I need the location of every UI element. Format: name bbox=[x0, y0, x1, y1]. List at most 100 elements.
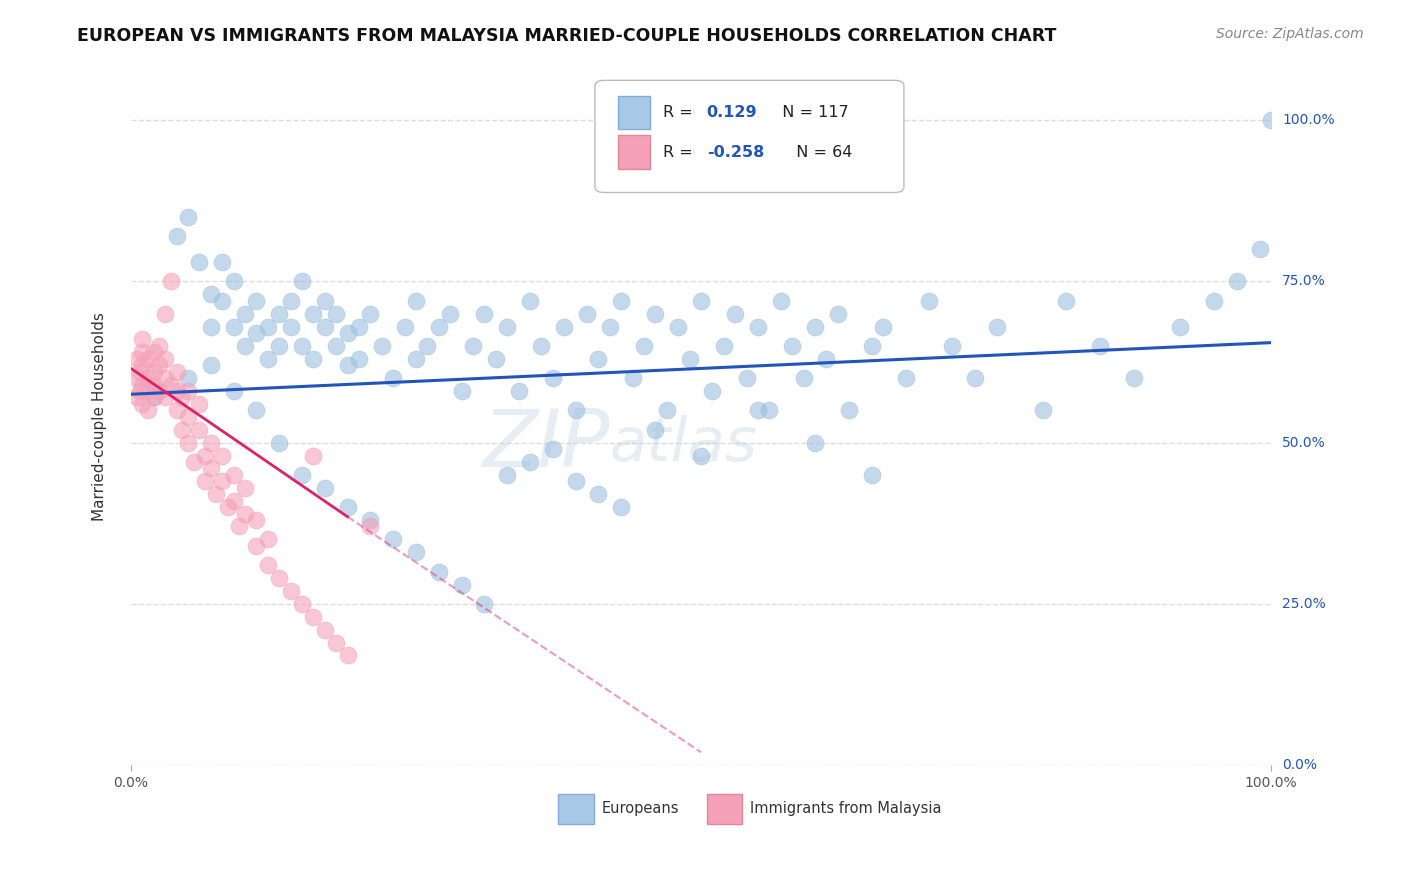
Point bbox=[291, 597, 314, 611]
Point bbox=[690, 449, 713, 463]
Point bbox=[166, 403, 188, 417]
Point bbox=[793, 371, 815, 385]
Point bbox=[610, 500, 633, 515]
Point bbox=[427, 319, 450, 334]
Point bbox=[142, 391, 165, 405]
Point bbox=[485, 351, 508, 366]
Point bbox=[302, 609, 325, 624]
Point bbox=[1249, 242, 1271, 256]
Point bbox=[678, 351, 700, 366]
Point bbox=[472, 307, 495, 321]
Point bbox=[183, 455, 205, 469]
Point bbox=[200, 435, 222, 450]
Point bbox=[359, 519, 381, 533]
Point bbox=[131, 345, 153, 359]
Point bbox=[1054, 293, 1077, 308]
Point bbox=[148, 339, 170, 353]
Point bbox=[314, 481, 336, 495]
Point bbox=[508, 384, 530, 398]
Text: EUROPEAN VS IMMIGRANTS FROM MALAYSIA MARRIED-COUPLE HOUSEHOLDS CORRELATION CHART: EUROPEAN VS IMMIGRANTS FROM MALAYSIA MAR… bbox=[77, 27, 1057, 45]
Point bbox=[769, 293, 792, 308]
Point bbox=[245, 326, 267, 340]
Point bbox=[496, 319, 519, 334]
Point bbox=[405, 545, 427, 559]
Point bbox=[194, 475, 217, 489]
Point bbox=[233, 481, 256, 495]
Point bbox=[222, 319, 245, 334]
Point bbox=[256, 558, 278, 573]
Point bbox=[394, 319, 416, 334]
Point bbox=[269, 571, 291, 585]
Point bbox=[314, 623, 336, 637]
Point bbox=[131, 377, 153, 392]
Point bbox=[633, 339, 655, 353]
Point bbox=[610, 293, 633, 308]
Point bbox=[136, 384, 159, 398]
Point bbox=[1168, 319, 1191, 334]
Text: -0.258: -0.258 bbox=[707, 145, 763, 160]
Point bbox=[1088, 339, 1111, 353]
Text: 0.129: 0.129 bbox=[707, 105, 758, 120]
FancyBboxPatch shape bbox=[707, 794, 742, 824]
Point bbox=[188, 423, 211, 437]
Point bbox=[269, 339, 291, 353]
Point bbox=[125, 351, 148, 366]
Point bbox=[172, 423, 194, 437]
Point bbox=[188, 397, 211, 411]
Point bbox=[166, 229, 188, 244]
Point bbox=[200, 319, 222, 334]
Point bbox=[427, 565, 450, 579]
Point bbox=[256, 351, 278, 366]
Point bbox=[860, 467, 883, 482]
Point bbox=[519, 293, 541, 308]
Text: N = 117: N = 117 bbox=[772, 105, 848, 120]
Point bbox=[896, 371, 918, 385]
Point bbox=[405, 293, 427, 308]
Point bbox=[200, 461, 222, 475]
Point bbox=[439, 307, 461, 321]
Point bbox=[142, 345, 165, 359]
Point bbox=[172, 391, 194, 405]
Point bbox=[200, 358, 222, 372]
Point bbox=[325, 635, 347, 649]
Point bbox=[142, 377, 165, 392]
Point bbox=[269, 307, 291, 321]
Point bbox=[188, 255, 211, 269]
Point bbox=[136, 371, 159, 385]
Point bbox=[205, 487, 228, 501]
Point bbox=[336, 326, 359, 340]
Point bbox=[245, 539, 267, 553]
Point bbox=[211, 293, 233, 308]
Point bbox=[564, 403, 586, 417]
Point bbox=[302, 351, 325, 366]
Point bbox=[125, 391, 148, 405]
Point bbox=[256, 533, 278, 547]
Point bbox=[655, 403, 678, 417]
FancyBboxPatch shape bbox=[617, 136, 650, 169]
Point bbox=[815, 351, 838, 366]
Point bbox=[827, 307, 849, 321]
Point bbox=[644, 423, 666, 437]
Point bbox=[228, 519, 250, 533]
Text: 0.0%: 0.0% bbox=[1282, 758, 1317, 772]
Point bbox=[325, 339, 347, 353]
Point bbox=[177, 371, 200, 385]
FancyBboxPatch shape bbox=[595, 80, 904, 193]
Point bbox=[530, 339, 553, 353]
Point bbox=[153, 351, 176, 366]
Point bbox=[222, 467, 245, 482]
Point bbox=[136, 351, 159, 366]
Point bbox=[588, 351, 610, 366]
Point bbox=[280, 319, 302, 334]
Point bbox=[233, 307, 256, 321]
Point bbox=[125, 371, 148, 385]
FancyBboxPatch shape bbox=[558, 794, 593, 824]
Point bbox=[280, 584, 302, 599]
Point bbox=[245, 403, 267, 417]
FancyBboxPatch shape bbox=[617, 95, 650, 129]
Point bbox=[153, 391, 176, 405]
Point bbox=[160, 274, 183, 288]
Point bbox=[838, 403, 860, 417]
Text: R =: R = bbox=[664, 145, 699, 160]
Point bbox=[233, 339, 256, 353]
